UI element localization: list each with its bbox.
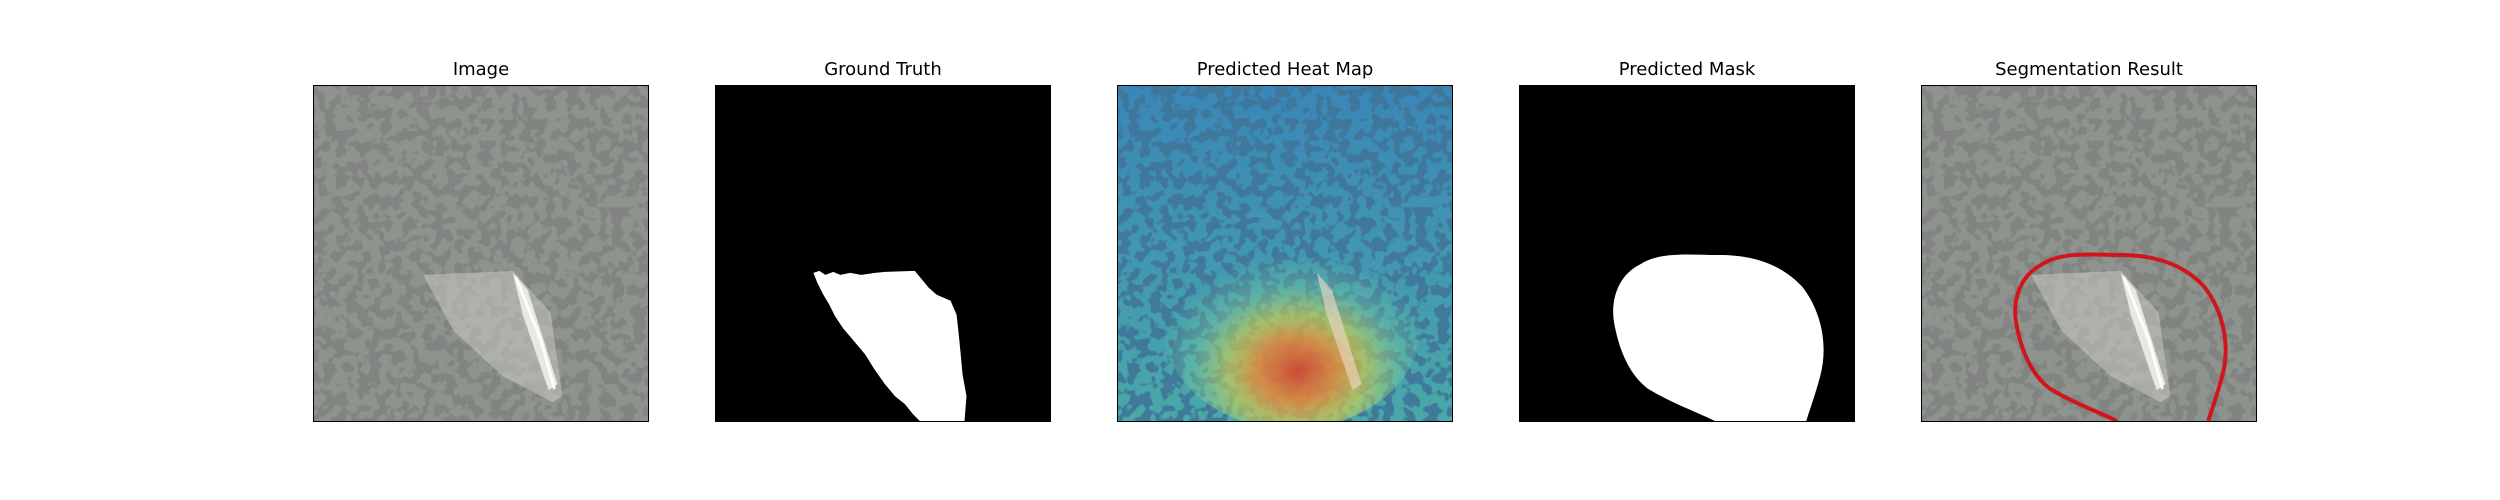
image-panel bbox=[313, 85, 649, 422]
image-canvas bbox=[314, 86, 648, 421]
ground-truth-panel bbox=[715, 85, 1051, 422]
heat-map-canvas bbox=[1118, 86, 1452, 421]
seg-result-panel bbox=[1921, 85, 2257, 422]
panel-title-seg-result: Segmentation Result bbox=[1995, 59, 2183, 80]
seg-result-canvas bbox=[1922, 86, 2256, 421]
pred-mask-canvas bbox=[1520, 86, 1854, 421]
heat-shard-hint bbox=[1316, 272, 1362, 391]
panel-title-ground-truth: Ground Truth bbox=[824, 59, 942, 80]
glass-shard bbox=[423, 270, 563, 403]
panel-title-pred-mask: Predicted Mask bbox=[1618, 59, 1756, 80]
panel-title-heat-map: Predicted Heat Map bbox=[1196, 59, 1374, 80]
predicted-mask-region bbox=[1613, 254, 1824, 421]
segmentation-contour bbox=[2013, 252, 2228, 421]
glass-shard bbox=[2031, 270, 2171, 403]
pred-mask-panel bbox=[1519, 85, 1855, 422]
heat-hotspot bbox=[1162, 220, 1422, 421]
ground-truth-canvas bbox=[716, 86, 1050, 421]
texture-background bbox=[314, 86, 648, 421]
ground-truth-region bbox=[813, 270, 967, 421]
heat-map-panel bbox=[1117, 85, 1453, 422]
panel-title-image: Image bbox=[452, 59, 510, 80]
